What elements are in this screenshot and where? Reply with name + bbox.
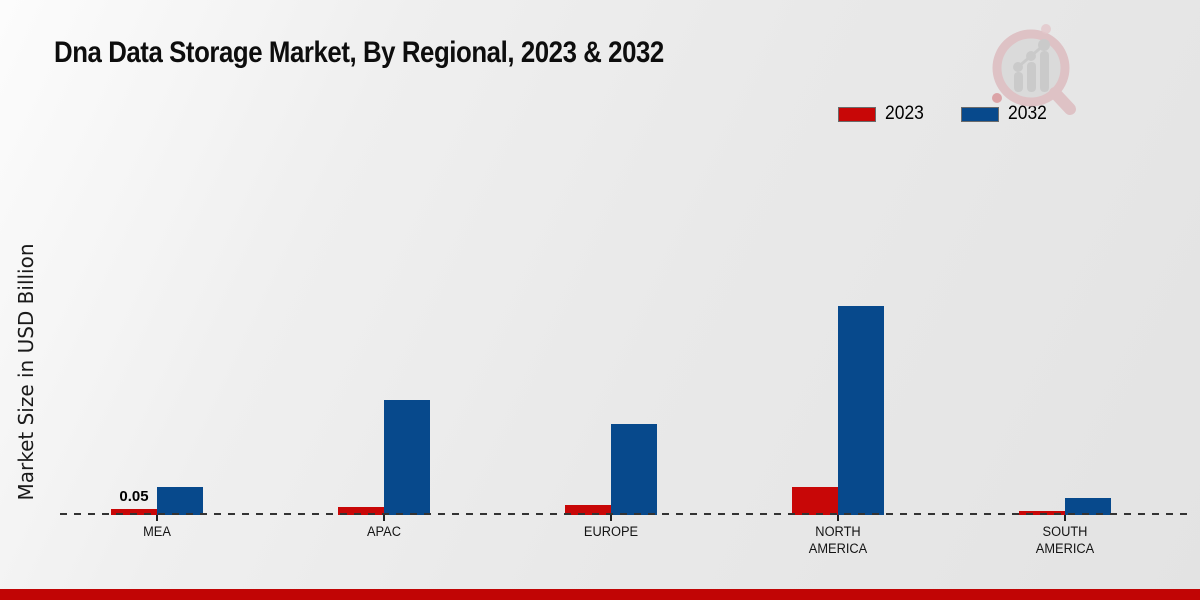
category-label-mea: MEA xyxy=(143,524,171,539)
bar-2032-south-america xyxy=(1065,498,1111,515)
bar-2032-europe xyxy=(611,424,657,515)
magnifier-bar-chart-icon xyxy=(992,24,1076,115)
bar-2023-apac xyxy=(338,507,384,515)
category-label-north-america: NORTH AMERICA xyxy=(808,524,868,556)
x-axis-tick-europe xyxy=(610,515,612,521)
bar-2023-europe xyxy=(565,505,611,515)
bar-2032-apac xyxy=(384,400,430,515)
bar-2032-north-america xyxy=(838,306,884,515)
legend-item-2023: 2023 xyxy=(838,103,927,125)
x-axis-baseline xyxy=(60,513,1188,515)
legend-label-2032: 2032 xyxy=(1008,103,1048,124)
legend-swatch-2023 xyxy=(838,106,876,122)
category-label-south-america: SOUTH AMERICA xyxy=(1035,524,1095,556)
bar-2032-mea xyxy=(157,487,203,515)
legend-swatch-2032 xyxy=(961,106,1000,122)
x-axis-tick-north-america xyxy=(837,515,839,521)
x-axis-tick-mea xyxy=(156,515,158,521)
legend-label-2023: 2023 xyxy=(885,103,924,124)
chart-title: Dna Data Storage Market, By Regional, 20… xyxy=(54,36,664,69)
bar-2023-mea xyxy=(111,509,157,515)
legend-item-2032: 2032 xyxy=(961,103,1050,125)
bottom-accent-bar xyxy=(0,589,1200,600)
legend: 2023 2032 xyxy=(838,103,1051,125)
category-label-apac: APAC xyxy=(367,524,401,539)
category-label-europe: EUROPE xyxy=(583,524,639,539)
value-label-2023-mea: 0.05 xyxy=(119,488,149,505)
bar-2023-north-america xyxy=(792,487,838,515)
x-axis-tick-south-america xyxy=(1064,515,1066,521)
x-axis-tick-apac xyxy=(383,515,385,521)
